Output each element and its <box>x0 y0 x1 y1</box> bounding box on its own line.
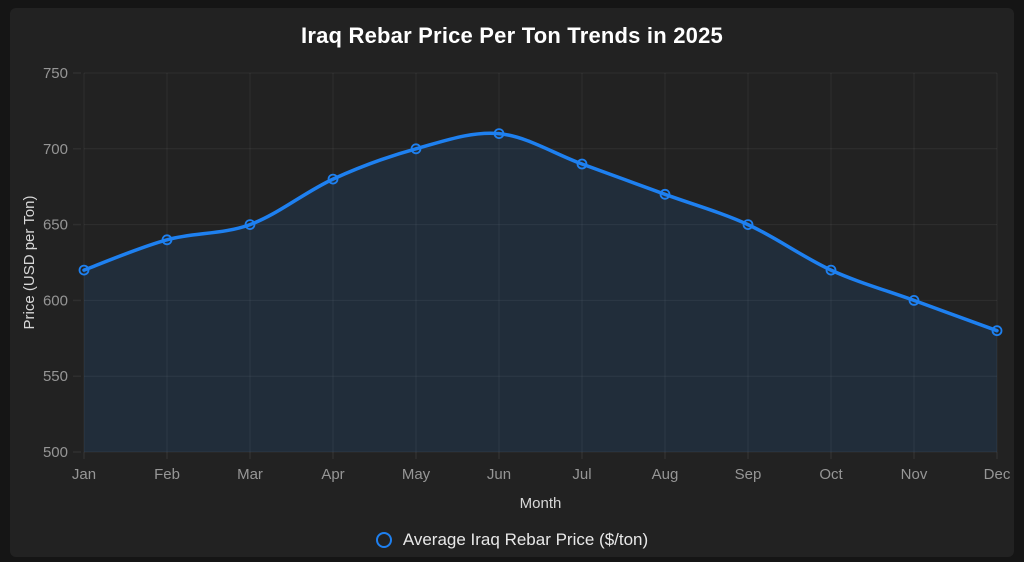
x-tick-label: Sep <box>735 466 762 483</box>
chart-title: Iraq Rebar Price Per Ton Trends in 2025 <box>301 23 723 48</box>
series-area-fill <box>84 133 997 452</box>
y-tick-label: 500 <box>43 444 68 461</box>
x-tick-label: Jan <box>72 466 96 483</box>
legend-marker-icon <box>375 532 392 548</box>
x-tick-label: Jul <box>572 466 591 483</box>
data-point-mar[interactable] <box>244 219 256 231</box>
x-tick-label: Dec <box>984 466 1011 483</box>
x-tick-label: Jun <box>487 466 511 483</box>
data-point-apr[interactable] <box>327 173 339 185</box>
data-point-jul[interactable] <box>576 158 588 170</box>
legend[interactable]: Average Iraq Rebar Price ($/ton) <box>10 530 1014 550</box>
x-tick-label: Aug <box>652 466 679 483</box>
y-tick-label: 750 <box>43 65 68 82</box>
data-point-jan[interactable] <box>78 264 90 276</box>
data-point-dec[interactable] <box>991 325 1003 337</box>
line-chart-plot: 500 550 600 650 700 750 Jan Feb Mar Apr May Jun Jul A… <box>21 65 1011 512</box>
x-tick-label: Oct <box>819 466 843 483</box>
x-tick-label: Feb <box>154 466 180 483</box>
data-point-aug[interactable] <box>659 188 671 200</box>
y-tick-label: 650 <box>43 217 68 234</box>
legend-label: Average Iraq Rebar Price ($/ton) <box>402 530 649 549</box>
x-tick-label: Apr <box>321 466 344 483</box>
data-point-sep[interactable] <box>742 219 754 231</box>
x-tick-label: Nov <box>901 466 928 483</box>
data-point-feb[interactable] <box>161 234 173 246</box>
y-tick-label: 550 <box>43 368 68 385</box>
data-point-may[interactable] <box>410 143 422 155</box>
y-tick-label: 600 <box>43 292 68 309</box>
data-point-oct[interactable] <box>825 264 837 276</box>
data-point-jun[interactable] <box>493 128 505 139</box>
data-point-nov[interactable] <box>908 294 920 306</box>
y-tick-label: 700 <box>43 141 68 158</box>
x-tick-label: May <box>402 466 431 483</box>
chart-card: Iraq Rebar Price Per Ton Trends in 2025 … <box>10 8 1014 557</box>
x-axis-title: Month <box>520 495 562 512</box>
x-tick-label: Mar <box>237 466 263 483</box>
series-line <box>82 131 999 333</box>
y-axis-title: Price (USD per Ton) <box>21 196 38 330</box>
